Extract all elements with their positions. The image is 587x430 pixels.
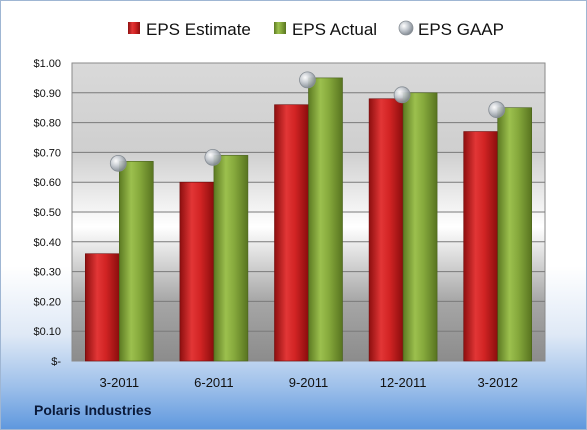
y-tick-label: $0.40 xyxy=(33,237,61,249)
x-tick-label: 12-2011 xyxy=(380,375,427,390)
legend-marker-eps-gaap xyxy=(398,20,414,36)
y-tick-label: $0.90 xyxy=(33,88,61,100)
bar-eps-estimate xyxy=(85,253,120,362)
marker-eps-gaap xyxy=(204,148,222,166)
y-tick-label: $0.10 xyxy=(33,326,61,338)
marker-eps-gaap xyxy=(393,86,411,104)
legend-label-eps-gaap: EPS GAAP xyxy=(418,20,504,39)
legend-swatch-eps-estimate xyxy=(128,22,140,34)
x-tick-label: 3-2012 xyxy=(477,375,517,390)
x-tick-label: 3-2011 xyxy=(100,375,140,390)
bars xyxy=(85,77,533,362)
legend-label-eps-actual: EPS Actual xyxy=(292,20,377,39)
bar-eps-estimate xyxy=(274,104,309,362)
bar-eps-estimate xyxy=(463,131,499,362)
bar-eps-actual xyxy=(402,92,438,362)
y-tick-label: $0.50 xyxy=(33,207,61,219)
legend-swatch-eps-actual xyxy=(274,22,286,34)
x-tick-label: 6-2011 xyxy=(194,375,234,390)
x-tick-label: 9-2011 xyxy=(289,375,329,390)
company-name: Polaris Industries xyxy=(34,402,152,418)
y-axis-ticks: $1.00 $0.90 $0.80 $0.70 $0.60 $0.50 $0.40 $0.30… xyxy=(33,58,61,368)
marker-eps-gaap xyxy=(488,101,506,119)
legend-label-eps-estimate: EPS Estimate xyxy=(146,20,251,39)
y-tick-label: $0.60 xyxy=(33,177,61,189)
y-tick-label: $- xyxy=(51,356,61,368)
y-tick-label: $0.20 xyxy=(33,296,61,308)
bar-eps-actual xyxy=(119,161,154,362)
gaap-markers xyxy=(109,71,506,172)
bar-eps-estimate xyxy=(368,98,404,362)
marker-eps-gaap xyxy=(109,154,127,172)
y-tick-label: $0.70 xyxy=(33,147,61,159)
y-tick-label: $0.80 xyxy=(33,118,61,130)
y-tick-label: $0.30 xyxy=(33,267,61,279)
y-tick-label: $1.00 xyxy=(33,58,61,70)
bar-eps-actual xyxy=(497,107,533,362)
bar-eps-actual xyxy=(308,77,343,362)
bar-eps-estimate xyxy=(179,181,215,362)
marker-eps-gaap xyxy=(299,71,316,89)
legend: EPS Estimate EPS Actual EPS GAAP xyxy=(128,20,504,39)
x-axis-ticks: 3-2011 6-2011 9-2011 12-2011 3-2012 xyxy=(100,375,518,390)
bar-eps-actual xyxy=(213,155,249,362)
